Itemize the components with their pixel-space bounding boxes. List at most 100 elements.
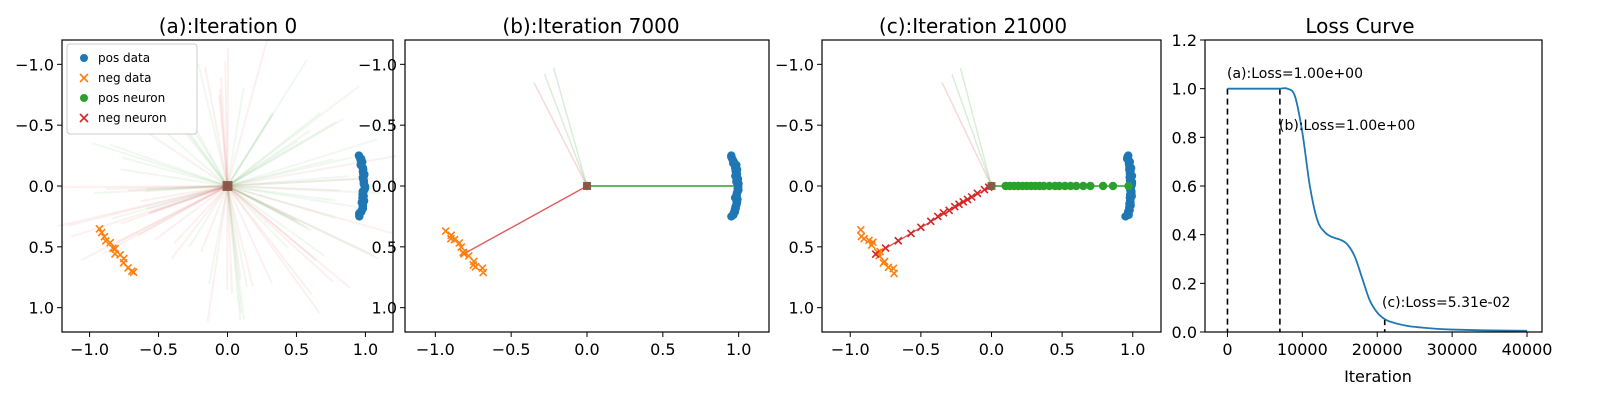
neuron-line — [226, 185, 326, 257]
annotation-c: (c):Loss=5.31e-02 — [1382, 295, 1510, 311]
neuron-line — [227, 156, 353, 187]
neuron-line — [227, 155, 397, 187]
neg-data-point — [459, 249, 469, 258]
x-tick-label: 1.0 — [1120, 340, 1145, 359]
neg-data-point — [860, 234, 869, 243]
neuron-line — [226, 140, 299, 187]
neuron-line — [102, 185, 228, 255]
neuron-line — [227, 185, 379, 260]
legend-marker-neg-neuron — [79, 113, 89, 123]
y-tick-label: 0.4 — [1172, 226, 1197, 245]
neg-neuron-point — [973, 189, 982, 198]
panel-c-scatter: −1.0 −1.0 −0.5 −0.5 0.0 0.0 0.5 0.5 1.0 1.0 — [775, 39, 1162, 359]
neg-neuron-point — [954, 200, 964, 209]
neuron-line — [226, 59, 308, 187]
neg-data-point — [97, 228, 106, 237]
neuron-line — [226, 39, 269, 187]
neuron-line — [227, 185, 296, 221]
y-tick-label: −0.5 — [775, 116, 814, 135]
neuron-line — [227, 185, 375, 257]
neuron-line — [218, 94, 229, 187]
legend-label-pos-data: pos data — [98, 51, 150, 65]
neg-neuron-point — [916, 223, 925, 232]
neuron-line — [941, 82, 993, 187]
neg-neuron-point — [945, 206, 954, 215]
y-tick-label: −0.5 — [15, 116, 54, 135]
neg-neuron-point — [950, 202, 959, 211]
neg-neuron-point — [939, 208, 948, 217]
neuron-line — [188, 185, 229, 248]
legend-marker-neg-data — [79, 73, 89, 83]
neuron-line — [226, 129, 311, 187]
legend-label-neg-neuron: neg neuron — [98, 111, 167, 125]
neuron-line — [111, 185, 228, 220]
y-tick-label: −1.0 — [358, 55, 397, 74]
neuron-line — [81, 185, 228, 261]
neuron-line — [57, 185, 228, 189]
pos-data-point — [1121, 212, 1130, 221]
x-tick-label: 0.5 — [650, 340, 675, 359]
panel-a-scatter: −1.0 −1.0 −0.5 −0.5 0.0 0.0 0.5 0.5 1.0 1.0 — [15, 39, 397, 359]
neuron-line — [226, 185, 242, 280]
legend: pos data neg data pos neuron neg neuron — [66, 43, 198, 135]
neuron-line — [166, 132, 229, 187]
y-tick-label: 1.0 — [1172, 80, 1197, 99]
y-tick-label: 0.5 — [789, 238, 814, 257]
neg-neuron-point — [881, 243, 890, 253]
neuron-line — [226, 185, 273, 284]
panel-b-title: (b):Iteration 7000 — [502, 14, 679, 38]
neg-data-point — [889, 269, 899, 278]
neuron-line — [149, 185, 228, 215]
neuron-line — [106, 185, 228, 190]
neg-data-point — [441, 227, 450, 236]
neuron-line — [227, 185, 336, 202]
x-tick-label: −1.0 — [416, 340, 455, 359]
neuron-line — [227, 158, 333, 187]
pos-data-point — [355, 212, 364, 221]
neuron-line — [206, 185, 229, 322]
neg-data-point — [95, 224, 104, 233]
neg-data-point — [457, 242, 466, 252]
neuron-line — [227, 177, 369, 187]
x-tick-label: −0.5 — [492, 340, 531, 359]
neuron-line — [226, 121, 337, 187]
neuron-line — [226, 185, 248, 288]
neuron-line — [227, 185, 300, 224]
loss-line — [1227, 87, 1528, 332]
neg-neuron-line — [460, 185, 588, 256]
neg-neuron-point — [980, 185, 989, 194]
origin-cluster — [583, 182, 591, 190]
neg-neuron-point — [959, 197, 968, 206]
x-tick-label: 0 — [1222, 340, 1232, 359]
neuron-line — [92, 142, 228, 187]
neuron-line — [226, 112, 322, 187]
neuron-line — [226, 185, 254, 287]
neg-neuron-point — [906, 229, 916, 238]
neuron-line — [127, 185, 228, 192]
neuron-line — [109, 143, 228, 187]
neuron-line — [226, 113, 274, 187]
neuron-line — [226, 85, 360, 187]
neuron-line — [543, 73, 588, 187]
neuron-line — [226, 185, 317, 261]
x-tick-label: 1.0 — [353, 340, 378, 359]
neg-neuron-point — [963, 195, 972, 204]
neuron-line — [226, 185, 352, 289]
x-tick-label: 20000 — [1352, 340, 1403, 359]
panel-d-loss-curve: 0 10000 20000 30000 40000 0.0 0.2 0.4 0.6 0.8 1.0 1… — [1172, 31, 1553, 359]
neuron-line — [197, 63, 229, 187]
neg-data-point — [856, 225, 865, 234]
pos-neuron-point — [1072, 181, 1081, 191]
neuron-line — [227, 185, 382, 195]
neuron-line — [226, 112, 274, 187]
neuron-line — [180, 123, 229, 187]
y-tick-label: 0.6 — [1172, 177, 1197, 196]
neuron-line — [226, 47, 230, 187]
neg-neuron-point — [894, 236, 903, 245]
neuron-line — [146, 185, 228, 190]
x-tick-label: 0.0 — [574, 340, 599, 359]
y-tick-label: 0.0 — [372, 177, 397, 196]
y-tick-label: 1.0 — [29, 299, 54, 318]
legend-box — [66, 43, 198, 135]
panel-c-title: (c):Iteration 21000 — [879, 14, 1067, 38]
